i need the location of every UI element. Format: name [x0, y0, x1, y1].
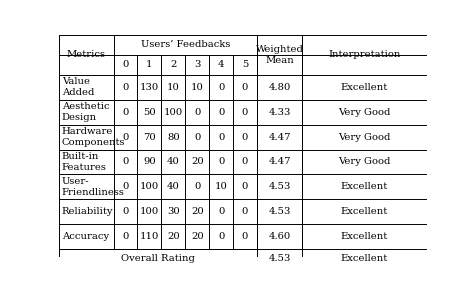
Text: Overall Rating: Overall Rating — [121, 254, 195, 263]
Text: 5: 5 — [242, 60, 248, 69]
Text: 0: 0 — [194, 108, 201, 117]
Text: Excellent: Excellent — [341, 254, 388, 263]
Text: Weighted
Mean: Weighted Mean — [255, 45, 304, 65]
Text: 20: 20 — [167, 232, 180, 241]
Text: 0: 0 — [242, 108, 248, 117]
Text: 4.47: 4.47 — [268, 133, 291, 142]
Text: 0: 0 — [122, 232, 129, 241]
Text: 4.53: 4.53 — [268, 254, 291, 263]
Text: Accuracy: Accuracy — [62, 232, 109, 241]
Text: 0: 0 — [122, 108, 129, 117]
Text: 0: 0 — [242, 133, 248, 142]
Text: 0: 0 — [242, 207, 248, 216]
Text: 0: 0 — [242, 158, 248, 166]
Text: 30: 30 — [167, 207, 180, 216]
Text: Metrics: Metrics — [67, 50, 106, 59]
Text: 110: 110 — [140, 232, 159, 241]
Text: Very Good: Very Good — [338, 108, 391, 117]
Text: 2: 2 — [170, 60, 176, 69]
Text: User-
Friendliness: User- Friendliness — [62, 177, 125, 197]
Text: 0: 0 — [242, 182, 248, 191]
Text: 0: 0 — [122, 133, 129, 142]
Text: 20: 20 — [191, 232, 203, 241]
Text: 10: 10 — [191, 83, 204, 92]
Text: 0: 0 — [218, 207, 224, 216]
Text: 4.80: 4.80 — [268, 83, 291, 92]
Text: 0: 0 — [122, 207, 129, 216]
Text: 0: 0 — [242, 232, 248, 241]
Text: 0: 0 — [122, 158, 129, 166]
Text: 50: 50 — [143, 108, 156, 117]
Text: Very Good: Very Good — [338, 133, 391, 142]
Text: Excellent: Excellent — [341, 232, 388, 241]
Text: 100: 100 — [164, 108, 183, 117]
Text: 0: 0 — [194, 133, 201, 142]
Text: 0: 0 — [218, 232, 224, 241]
Text: Aesthetic
Design: Aesthetic Design — [62, 102, 109, 122]
Text: 130: 130 — [140, 83, 159, 92]
Text: 0: 0 — [242, 83, 248, 92]
Text: Hardware
Components: Hardware Components — [62, 127, 125, 147]
Text: 40: 40 — [167, 182, 180, 191]
Text: 100: 100 — [140, 207, 159, 216]
Text: 90: 90 — [143, 158, 156, 166]
Text: 20: 20 — [191, 207, 203, 216]
Text: 0: 0 — [122, 182, 129, 191]
Text: Excellent: Excellent — [341, 207, 388, 216]
Text: Very Good: Very Good — [338, 158, 391, 166]
Text: Built-in
Features: Built-in Features — [62, 152, 107, 172]
Text: 1: 1 — [146, 60, 153, 69]
Text: 3: 3 — [194, 60, 201, 69]
Text: 10: 10 — [167, 83, 180, 92]
Text: 10: 10 — [215, 182, 228, 191]
Text: Users’ Feedbacks: Users’ Feedbacks — [141, 40, 230, 49]
Text: 4.53: 4.53 — [268, 182, 291, 191]
Text: 0: 0 — [218, 133, 224, 142]
Text: Excellent: Excellent — [341, 83, 388, 92]
Bar — [59, 249, 257, 268]
Text: 0: 0 — [194, 182, 201, 191]
Text: 0: 0 — [218, 108, 224, 117]
Text: 4.53: 4.53 — [268, 207, 291, 216]
Text: Value
Added: Value Added — [62, 77, 94, 97]
Text: 40: 40 — [167, 158, 180, 166]
Text: 4.47: 4.47 — [268, 158, 291, 166]
Text: 0: 0 — [218, 83, 224, 92]
Text: 4.33: 4.33 — [268, 108, 291, 117]
Text: 0: 0 — [122, 83, 129, 92]
Text: 80: 80 — [167, 133, 180, 142]
Text: 4.60: 4.60 — [269, 232, 291, 241]
Text: Interpretation: Interpretation — [328, 50, 401, 59]
Text: 0: 0 — [218, 158, 224, 166]
Text: 100: 100 — [140, 182, 159, 191]
Text: Excellent: Excellent — [341, 182, 388, 191]
Text: 0: 0 — [122, 60, 129, 69]
Text: Reliability: Reliability — [62, 207, 113, 216]
Text: 20: 20 — [191, 158, 203, 166]
Text: 70: 70 — [143, 133, 156, 142]
Text: 4: 4 — [218, 60, 224, 69]
